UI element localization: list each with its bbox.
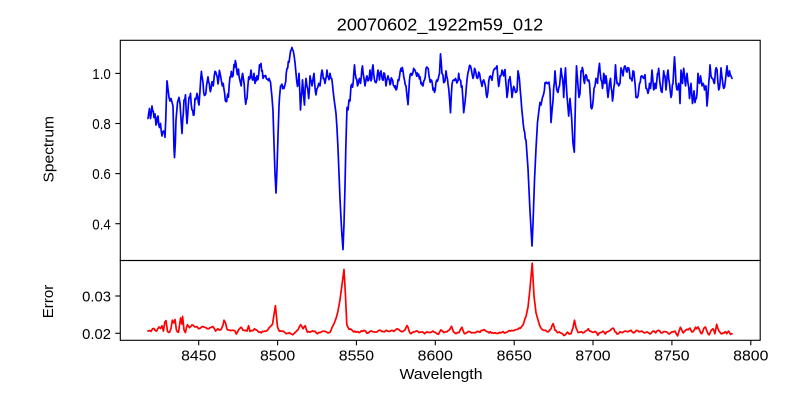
svg-text:0.4: 0.4 bbox=[92, 217, 111, 233]
svg-text:0.8: 0.8 bbox=[92, 117, 111, 133]
svg-text:8600: 8600 bbox=[418, 348, 453, 364]
svg-text:8750: 8750 bbox=[654, 348, 689, 364]
svg-text:1.0: 1.0 bbox=[92, 67, 111, 83]
svg-text:8700: 8700 bbox=[575, 348, 610, 364]
svg-text:8550: 8550 bbox=[339, 348, 374, 364]
svg-text:8800: 8800 bbox=[733, 348, 768, 364]
svg-text:0.02: 0.02 bbox=[82, 327, 111, 343]
svg-text:20070602_1922m59_012: 20070602_1922m59_012 bbox=[337, 14, 544, 34]
svg-text:Spectrum: Spectrum bbox=[42, 116, 58, 183]
svg-text:8500: 8500 bbox=[260, 348, 295, 364]
svg-text:8450: 8450 bbox=[181, 348, 216, 364]
svg-text:Error: Error bbox=[41, 285, 57, 319]
svg-text:Wavelength: Wavelength bbox=[400, 367, 483, 383]
svg-text:0.03: 0.03 bbox=[82, 290, 111, 306]
svg-text:8650: 8650 bbox=[497, 348, 532, 364]
svg-text:0.6: 0.6 bbox=[92, 167, 111, 183]
